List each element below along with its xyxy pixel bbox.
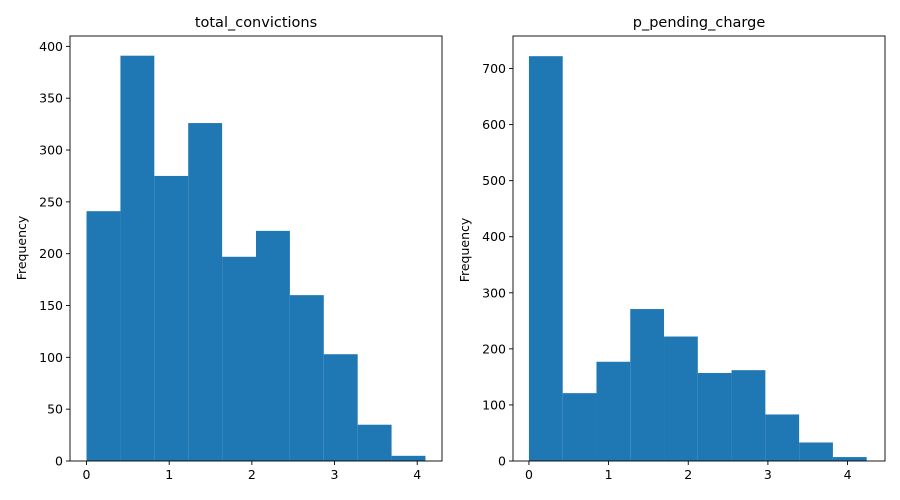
x-tick-label: 4 xyxy=(844,467,852,482)
y-tick-label: 700 xyxy=(482,61,506,76)
y-tick-label: 200 xyxy=(482,341,506,356)
histogram-bar xyxy=(664,336,698,461)
y-tick-label: 350 xyxy=(39,91,63,106)
x-axis-ticks: 0 1 2 3 4 xyxy=(525,461,852,482)
histogram-bar xyxy=(562,393,597,461)
histogram-bar xyxy=(357,424,392,461)
y-tick-label: 100 xyxy=(39,350,63,365)
chart-title: p_pending_charge xyxy=(633,15,766,31)
chart-title: total_convictions xyxy=(195,15,317,31)
subplot-total-convictions: total_convictions Frequency 0 1 2 3 4 0 50 100… xyxy=(14,15,443,482)
y-tick-label: 100 xyxy=(482,397,506,412)
plot-frame xyxy=(69,35,443,462)
histogram-bar xyxy=(832,457,867,461)
y-axis-label: Frequency xyxy=(457,217,472,282)
histogram-bar xyxy=(323,354,358,461)
bars xyxy=(528,56,867,462)
histogram-bar xyxy=(154,175,189,461)
y-axis-ticks: 0 50 100 150 200 250 300 350 400 xyxy=(39,39,70,469)
y-tick-label: 200 xyxy=(39,246,63,261)
x-tick-label: 2 xyxy=(684,467,692,482)
y-axis-ticks: 0 100 200 300 400 500 600 700 xyxy=(482,61,513,469)
histogram-bar xyxy=(86,211,121,461)
y-axis-label: Frequency xyxy=(14,215,29,280)
y-tick-label: 150 xyxy=(39,298,63,313)
x-tick-label: 0 xyxy=(83,467,91,482)
x-tick-label: 0 xyxy=(525,467,533,482)
y-tick-label: 600 xyxy=(482,117,506,132)
plot-frame xyxy=(512,35,886,462)
y-tick-label: 0 xyxy=(498,454,506,469)
histogram-bar xyxy=(391,455,426,461)
y-tick-label: 50 xyxy=(47,402,63,417)
histogram-bar xyxy=(630,309,665,461)
y-tick-label: 400 xyxy=(482,229,506,244)
histogram-bar xyxy=(731,370,766,461)
x-tick-label: 3 xyxy=(764,467,772,482)
histogram-bar xyxy=(188,123,223,461)
histogram-bar xyxy=(256,230,290,461)
histogram-bar xyxy=(596,361,631,461)
histogram-bar xyxy=(528,56,563,462)
x-tick-label: 1 xyxy=(605,467,613,482)
y-tick-label: 400 xyxy=(39,39,63,54)
y-tick-label: 300 xyxy=(482,285,506,300)
histogram-bar xyxy=(697,372,732,461)
histogram-bar xyxy=(289,295,324,461)
histogram-bar xyxy=(120,55,155,461)
x-tick-label: 2 xyxy=(248,467,256,482)
histogram-bar xyxy=(222,256,256,461)
y-tick-label: 500 xyxy=(482,173,506,188)
x-tick-label: 1 xyxy=(165,467,173,482)
histogram-bar xyxy=(799,442,833,461)
histogram-bar xyxy=(765,414,800,461)
x-axis-ticks: 0 1 2 3 4 xyxy=(83,461,421,482)
x-tick-label: 4 xyxy=(413,467,421,482)
subplot-p-pending-charge: p_pending_charge Frequency 0 1 2 3 4 0 100 200… xyxy=(457,15,886,482)
bars xyxy=(86,55,426,461)
x-tick-label: 3 xyxy=(331,467,339,482)
y-tick-label: 250 xyxy=(39,194,63,209)
y-tick-label: 0 xyxy=(55,454,63,469)
y-tick-label: 300 xyxy=(39,143,63,158)
